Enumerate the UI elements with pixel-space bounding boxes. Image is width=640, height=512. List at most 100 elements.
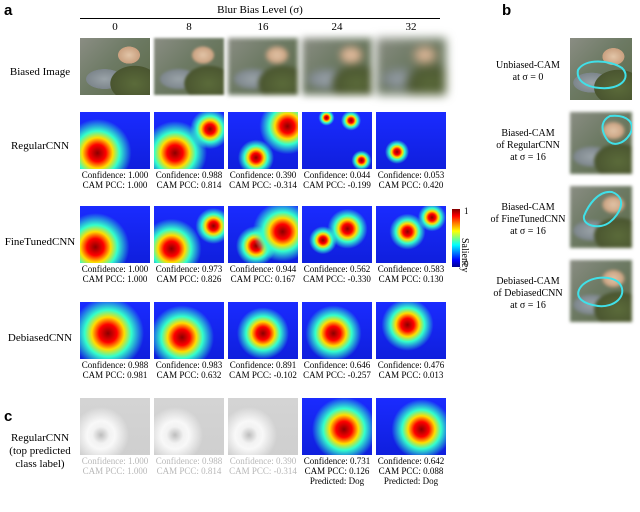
confidence-caption: Confidence: 0.583	[377, 264, 445, 274]
cam-pcc-caption: CAM PCC: 0.130	[378, 274, 444, 284]
panel-b-label: Biased-CAM of FineTunedCNN at σ = 16	[488, 202, 568, 238]
cam-outline	[582, 190, 623, 228]
biased-image	[80, 38, 150, 95]
confidence-caption: Confidence: 1.000	[81, 264, 149, 274]
gray-cam-tile	[154, 398, 224, 455]
confidence-caption: Confidence: 0.988	[155, 170, 223, 180]
confidence-caption: Confidence: 0.944	[229, 264, 297, 274]
cam-pcc-caption: CAM PCC: -0.314	[229, 180, 297, 190]
colorbar-title: Saliency	[459, 238, 470, 273]
panel-b-label-line: at σ = 16	[510, 152, 546, 163]
colorbar-min-label: 0	[464, 259, 469, 269]
panel-c-label-line: class label)	[15, 458, 65, 470]
panel-b-label-line: Biased-CAM	[501, 202, 555, 213]
row-label-biased-image: Biased Image	[9, 66, 71, 78]
panel-b-label: Unbiased-CAM at σ = 0	[488, 60, 568, 84]
panel-b-label-line: of DebiasedCNN	[493, 288, 563, 299]
cam-heatmap-tile	[228, 302, 298, 359]
panel-b-label-line: at σ = 0	[512, 72, 544, 83]
confidence-caption: Confidence: 0.731	[303, 456, 371, 466]
cam-heatmap-tile	[154, 302, 224, 359]
cam-heatmap-tile	[302, 112, 372, 169]
row-label-debiasedcnn: DebiasedCNN	[7, 332, 73, 344]
gray-cam-tile	[80, 398, 150, 455]
cam-outline-path	[576, 60, 627, 90]
cam-outline-path	[577, 276, 624, 308]
confidence-caption: Confidence: 0.562	[303, 264, 371, 274]
row-label-finetunedcnn: FineTunedCNN	[4, 236, 76, 248]
confidence-caption: Confidence: 0.390	[229, 170, 297, 180]
cam-pcc-caption: CAM PCC: 0.088	[378, 466, 444, 476]
cam-pcc-caption: CAM PCC: -0.199	[303, 180, 371, 190]
cam-outline	[601, 114, 632, 145]
cam-pcc-caption: CAM PCC: 0.167	[230, 274, 296, 284]
panel-b-label: Debiased-CAM of DebiasedCNN at σ = 16	[488, 276, 568, 312]
blur-bias-title: Blur Bias Level (σ)	[217, 4, 303, 16]
cam-heatmap-tile	[302, 302, 372, 359]
cam-heatmap-tile	[154, 112, 224, 169]
panel-b-label-line: Biased-CAM	[501, 128, 555, 139]
confidence-caption: Confidence: 0.476	[377, 360, 445, 370]
cam-heatmap-tile	[80, 112, 150, 169]
cam-pcc-caption: CAM PCC: -0.330	[303, 274, 371, 284]
panel-b-image	[570, 186, 632, 248]
cam-heatmap-tile	[154, 206, 224, 263]
cam-pcc-caption: CAM PCC: 0.981	[82, 370, 148, 380]
cam-heatmap-tile	[376, 302, 446, 359]
cam-outline	[577, 276, 624, 308]
cam-pcc-caption: CAM PCC: 0.632	[156, 370, 222, 380]
predicted-label-caption: Predicted: Dog	[309, 476, 365, 486]
cam-heatmap-tile	[228, 112, 298, 169]
cam-pcc-caption: CAM PCC: -0.257	[303, 370, 371, 380]
level-label-24: 24	[331, 21, 343, 33]
panel-b-label-line: Unbiased-CAM	[496, 60, 560, 71]
panel-b-label-line: of RegularCNN	[496, 140, 560, 151]
cam-pcc-caption: CAM PCC: 0.814	[156, 466, 222, 476]
header-rule	[80, 18, 440, 19]
cam-outline-path	[582, 190, 623, 228]
cam-pcc-caption: CAM PCC: 0.013	[378, 370, 444, 380]
panel-c-label: RegularCNN (top predicted class label)	[0, 432, 80, 471]
level-label-0: 0	[112, 21, 118, 33]
panel-c-label-line: (top predicted	[9, 445, 71, 457]
biased-image	[376, 38, 446, 95]
cam-heatmap-tile	[376, 206, 446, 263]
cam-heatmap-tile	[376, 398, 446, 455]
panel-b-label: Biased-CAM of RegularCNN at σ = 16	[488, 128, 568, 164]
cam-heatmap-tile	[302, 206, 372, 263]
confidence-caption: Confidence: 0.390	[229, 456, 297, 466]
cam-heatmap-tile	[376, 112, 446, 169]
saliency-colorbar	[452, 209, 460, 267]
confidence-caption: Confidence: 0.983	[155, 360, 223, 370]
cam-pcc-caption: CAM PCC: 1.000	[82, 180, 148, 190]
confidence-caption: Confidence: 0.988	[155, 456, 223, 466]
confidence-caption: Confidence: 0.642	[377, 456, 445, 466]
confidence-caption: Confidence: 1.000	[81, 170, 149, 180]
cam-pcc-caption: CAM PCC: 0.826	[156, 274, 222, 284]
panel-b-label-line: Debiased-CAM	[496, 276, 560, 287]
panel-b-label-line: at σ = 16	[510, 226, 546, 237]
confidence-caption: Confidence: 0.988	[81, 360, 149, 370]
cam-outline	[576, 60, 627, 90]
biased-image	[154, 38, 224, 95]
predicted-label-caption: Predicted: Dog	[383, 476, 439, 486]
level-label-8: 8	[186, 21, 192, 33]
cam-heatmap-tile	[80, 206, 150, 263]
cam-heatmap-tile	[80, 302, 150, 359]
panel-c-label-line: RegularCNN	[10, 432, 70, 444]
panel-b-label-line: of FineTunedCNN	[490, 214, 566, 225]
panel-letter-a: a	[4, 2, 13, 19]
confidence-caption: Confidence: 0.044	[303, 170, 371, 180]
cam-pcc-caption: CAM PCC: -0.102	[229, 370, 297, 380]
colorbar-max-label: 1	[464, 206, 469, 216]
cam-pcc-caption: CAM PCC: 0.420	[378, 180, 444, 190]
biased-image	[228, 38, 298, 95]
cam-pcc-caption: CAM PCC: 0.126	[304, 466, 370, 476]
confidence-caption: Confidence: 0.053	[377, 170, 445, 180]
gray-cam-tile	[228, 398, 298, 455]
panel-letter-c: c	[4, 408, 13, 425]
level-label-32: 32	[405, 21, 417, 33]
cam-pcc-caption: CAM PCC: 1.000	[82, 466, 148, 476]
row-label-regularcnn: RegularCNN	[10, 140, 70, 152]
cam-outline-path	[601, 114, 632, 145]
